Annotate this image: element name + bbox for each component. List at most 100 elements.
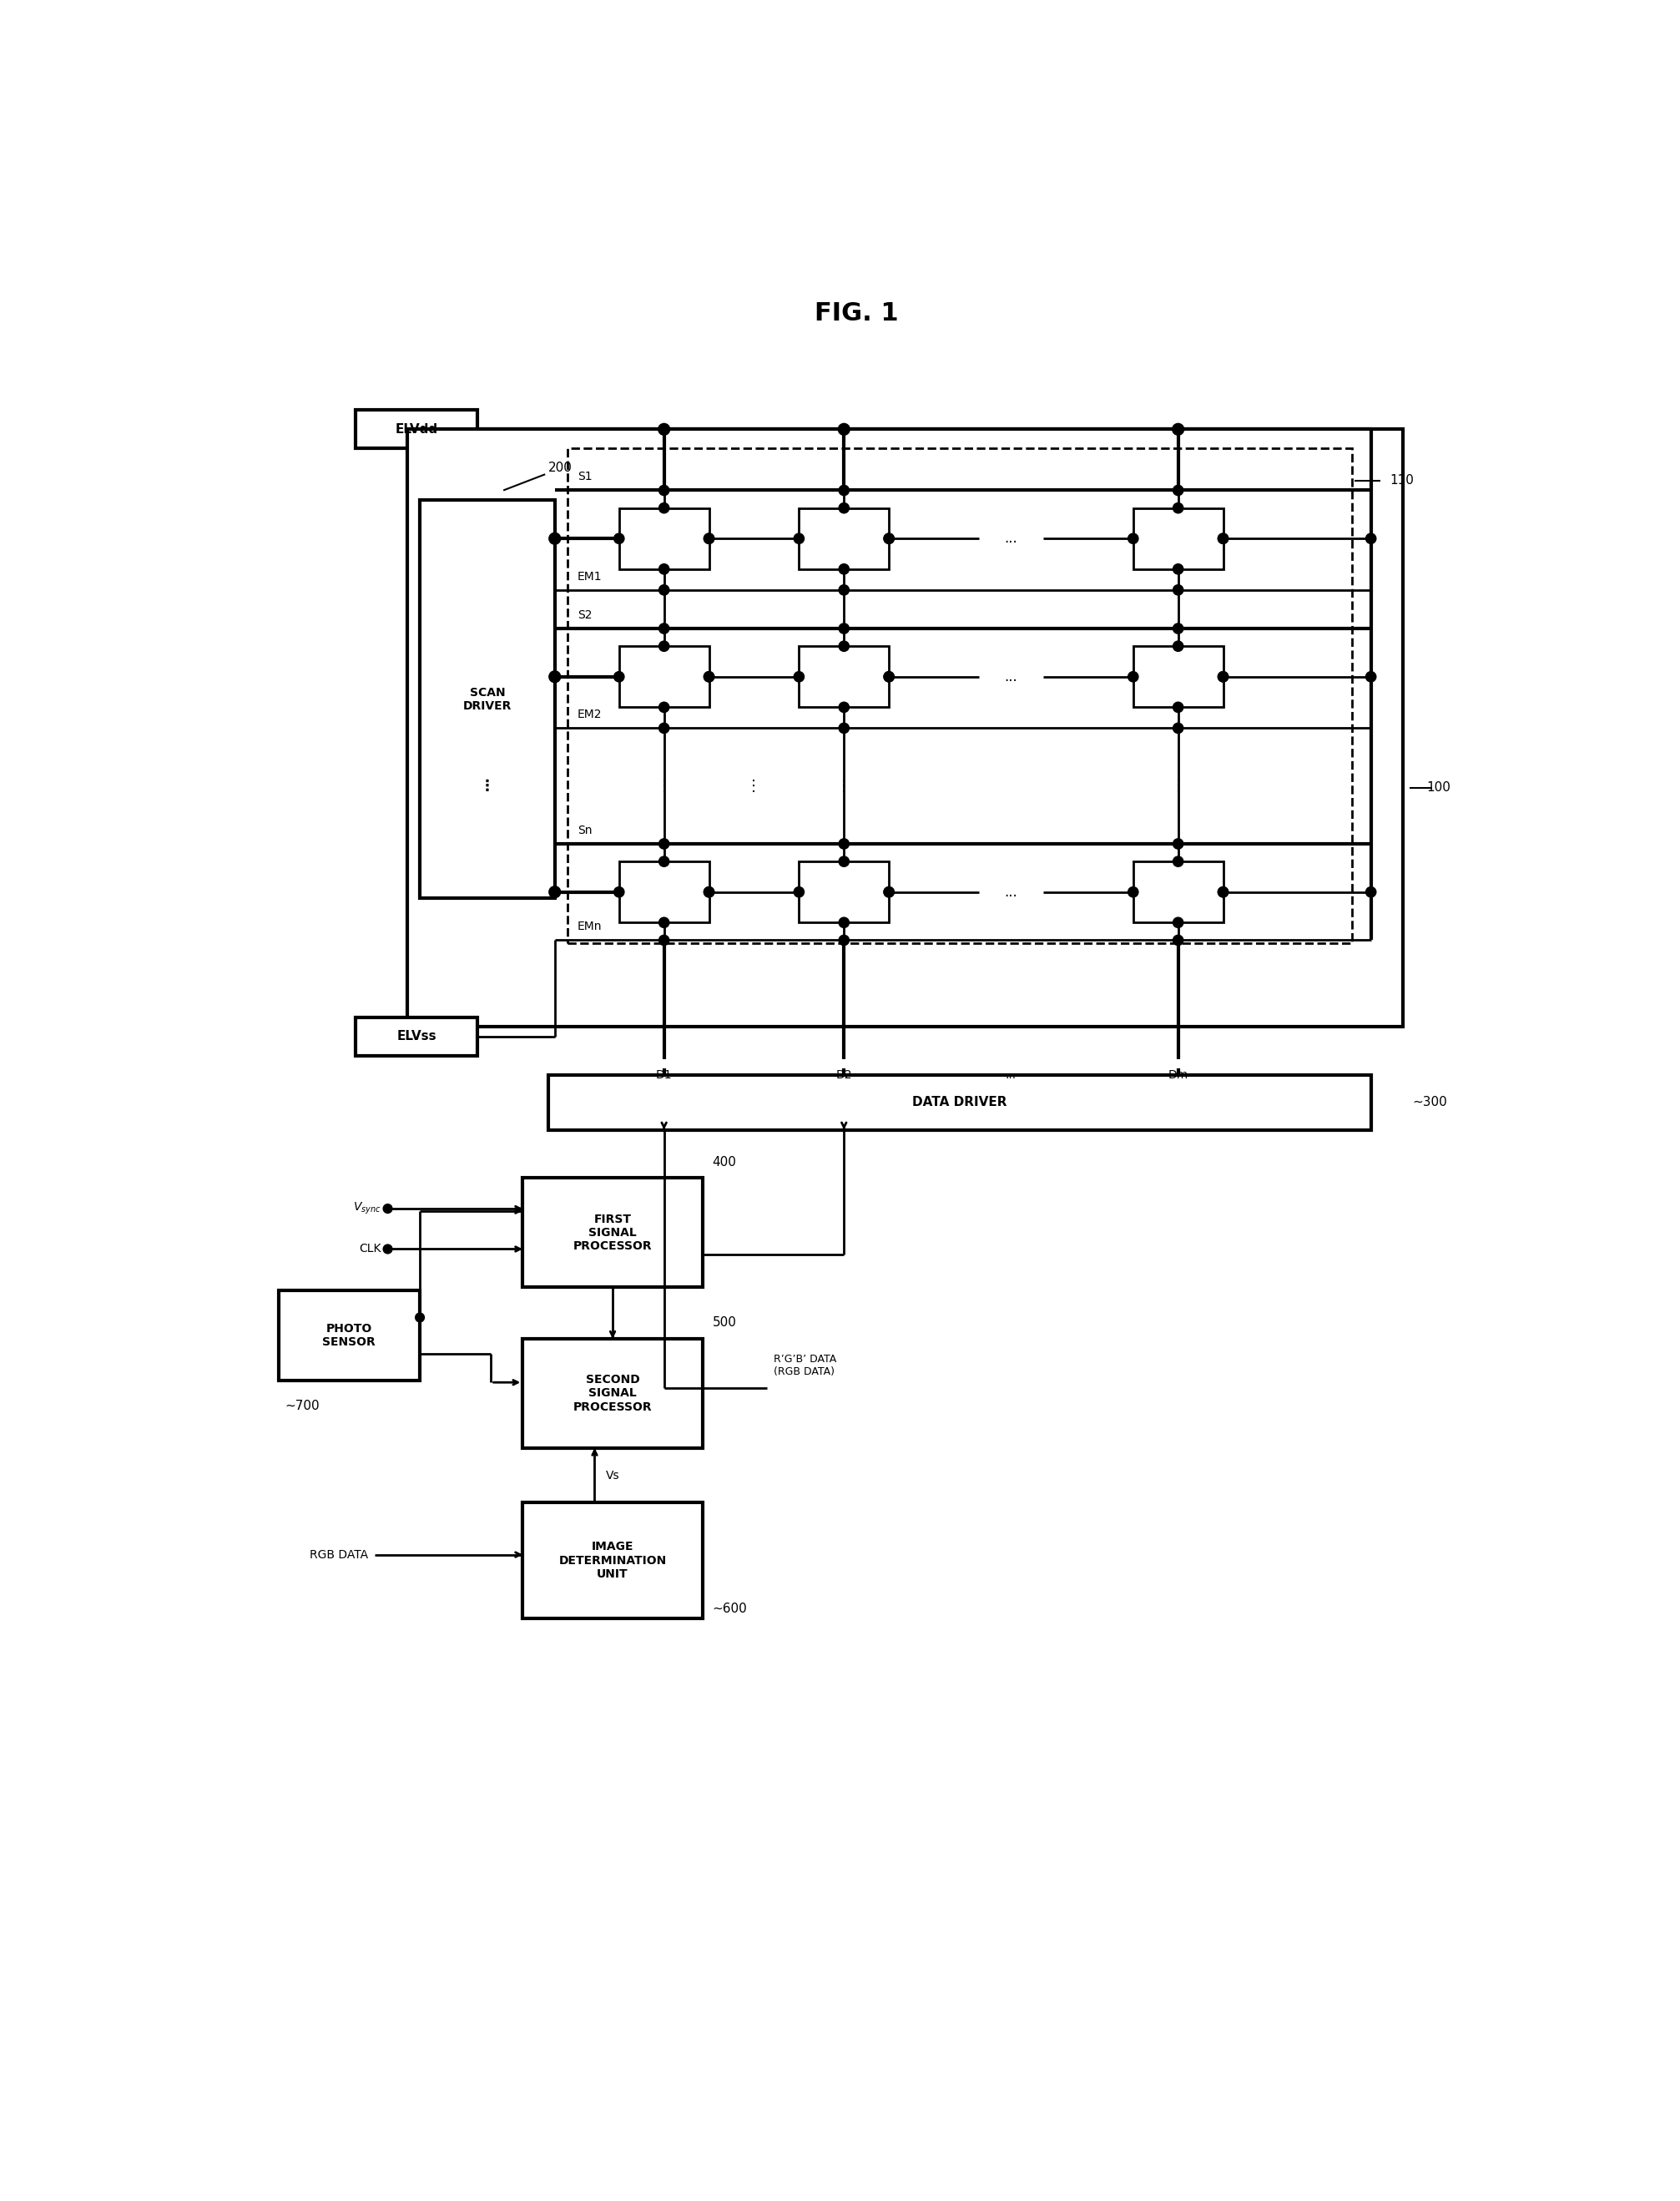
- Text: ...: ...: [1005, 530, 1018, 546]
- Text: CLK: CLK: [360, 1244, 381, 1255]
- Text: EMn: EMn: [578, 920, 601, 933]
- Circle shape: [884, 671, 894, 682]
- Text: ELVdd: ELVdd: [395, 423, 438, 436]
- Bar: [568, 449, 1352, 944]
- Circle shape: [795, 533, 805, 544]
- Circle shape: [838, 563, 848, 574]
- Circle shape: [704, 671, 714, 682]
- Text: S1: S1: [578, 471, 591, 482]
- Circle shape: [659, 623, 669, 634]
- Text: Sn: Sn: [578, 825, 591, 836]
- Circle shape: [838, 722, 848, 733]
- Bar: [522, 1178, 702, 1288]
- Circle shape: [659, 839, 669, 850]
- Circle shape: [838, 918, 848, 927]
- Circle shape: [838, 839, 848, 850]
- Circle shape: [838, 423, 850, 436]
- Circle shape: [1173, 502, 1183, 513]
- Circle shape: [838, 702, 848, 713]
- Circle shape: [383, 1204, 391, 1213]
- Circle shape: [1173, 563, 1183, 574]
- Text: DATA DRIVER: DATA DRIVER: [912, 1096, 1006, 1109]
- Bar: [420, 500, 554, 898]
- Circle shape: [838, 585, 848, 594]
- Circle shape: [704, 533, 714, 544]
- Text: 200: 200: [548, 462, 573, 473]
- Text: SCAN
DRIVER: SCAN DRIVER: [464, 687, 512, 711]
- Circle shape: [1127, 671, 1139, 682]
- Circle shape: [838, 502, 848, 513]
- Text: ⋮: ⋮: [1171, 779, 1186, 795]
- Bar: [618, 508, 709, 570]
- Circle shape: [1173, 935, 1183, 946]
- Circle shape: [659, 722, 669, 733]
- Bar: [800, 861, 889, 922]
- Circle shape: [1366, 887, 1376, 898]
- Circle shape: [838, 623, 848, 634]
- Circle shape: [613, 533, 625, 544]
- Circle shape: [1218, 533, 1228, 544]
- Circle shape: [1218, 887, 1228, 898]
- Text: FIRST
SIGNAL
PROCESSOR: FIRST SIGNAL PROCESSOR: [573, 1213, 652, 1252]
- Circle shape: [884, 533, 894, 544]
- Text: ~300: ~300: [1413, 1096, 1448, 1109]
- Text: EM1: EM1: [578, 570, 601, 583]
- Circle shape: [1173, 484, 1183, 495]
- Text: Vs: Vs: [606, 1470, 620, 1481]
- Circle shape: [659, 502, 669, 513]
- Bar: [1132, 508, 1223, 570]
- Circle shape: [884, 887, 894, 898]
- Circle shape: [1173, 856, 1183, 867]
- Circle shape: [659, 918, 669, 927]
- Circle shape: [1173, 918, 1183, 927]
- Text: FIG. 1: FIG. 1: [815, 302, 899, 326]
- Bar: [356, 1017, 477, 1056]
- Bar: [800, 508, 889, 570]
- Text: D1: D1: [655, 1070, 672, 1081]
- Text: 100: 100: [1426, 781, 1450, 795]
- Circle shape: [1366, 671, 1376, 682]
- Circle shape: [884, 671, 894, 682]
- Text: Dm: Dm: [1168, 1070, 1188, 1081]
- Circle shape: [1173, 423, 1184, 436]
- Circle shape: [795, 671, 805, 682]
- Text: S2: S2: [578, 610, 591, 621]
- Circle shape: [1173, 623, 1183, 634]
- Circle shape: [1173, 585, 1183, 594]
- Text: ~700: ~700: [286, 1400, 319, 1413]
- Bar: [800, 647, 889, 707]
- Circle shape: [1218, 671, 1228, 682]
- Circle shape: [1173, 722, 1183, 733]
- Circle shape: [659, 585, 669, 594]
- Bar: [1132, 861, 1223, 922]
- Circle shape: [1173, 702, 1183, 713]
- Circle shape: [1127, 533, 1139, 544]
- Circle shape: [1173, 839, 1183, 850]
- Circle shape: [659, 563, 669, 574]
- Circle shape: [549, 533, 561, 544]
- Circle shape: [1218, 887, 1228, 898]
- Text: R’G’B’ DATA
(RGB DATA): R’G’B’ DATA (RGB DATA): [773, 1354, 837, 1378]
- Bar: [522, 1338, 702, 1448]
- Circle shape: [613, 887, 625, 898]
- Circle shape: [704, 533, 714, 544]
- Circle shape: [613, 671, 625, 682]
- Text: 400: 400: [712, 1156, 736, 1169]
- Circle shape: [549, 887, 561, 898]
- Circle shape: [659, 702, 669, 713]
- Bar: [618, 861, 709, 922]
- Text: ⋮: ⋮: [657, 779, 672, 795]
- Circle shape: [704, 887, 714, 898]
- Circle shape: [1366, 533, 1376, 544]
- Circle shape: [838, 856, 848, 867]
- Text: 500: 500: [712, 1316, 736, 1329]
- Circle shape: [659, 484, 669, 495]
- Circle shape: [415, 1314, 425, 1323]
- Circle shape: [383, 1244, 391, 1255]
- Text: RGB DATA: RGB DATA: [309, 1550, 368, 1561]
- Circle shape: [795, 887, 805, 898]
- Circle shape: [884, 533, 894, 544]
- Text: ⋮: ⋮: [837, 779, 852, 795]
- Bar: [407, 429, 1403, 1028]
- Circle shape: [1218, 533, 1228, 544]
